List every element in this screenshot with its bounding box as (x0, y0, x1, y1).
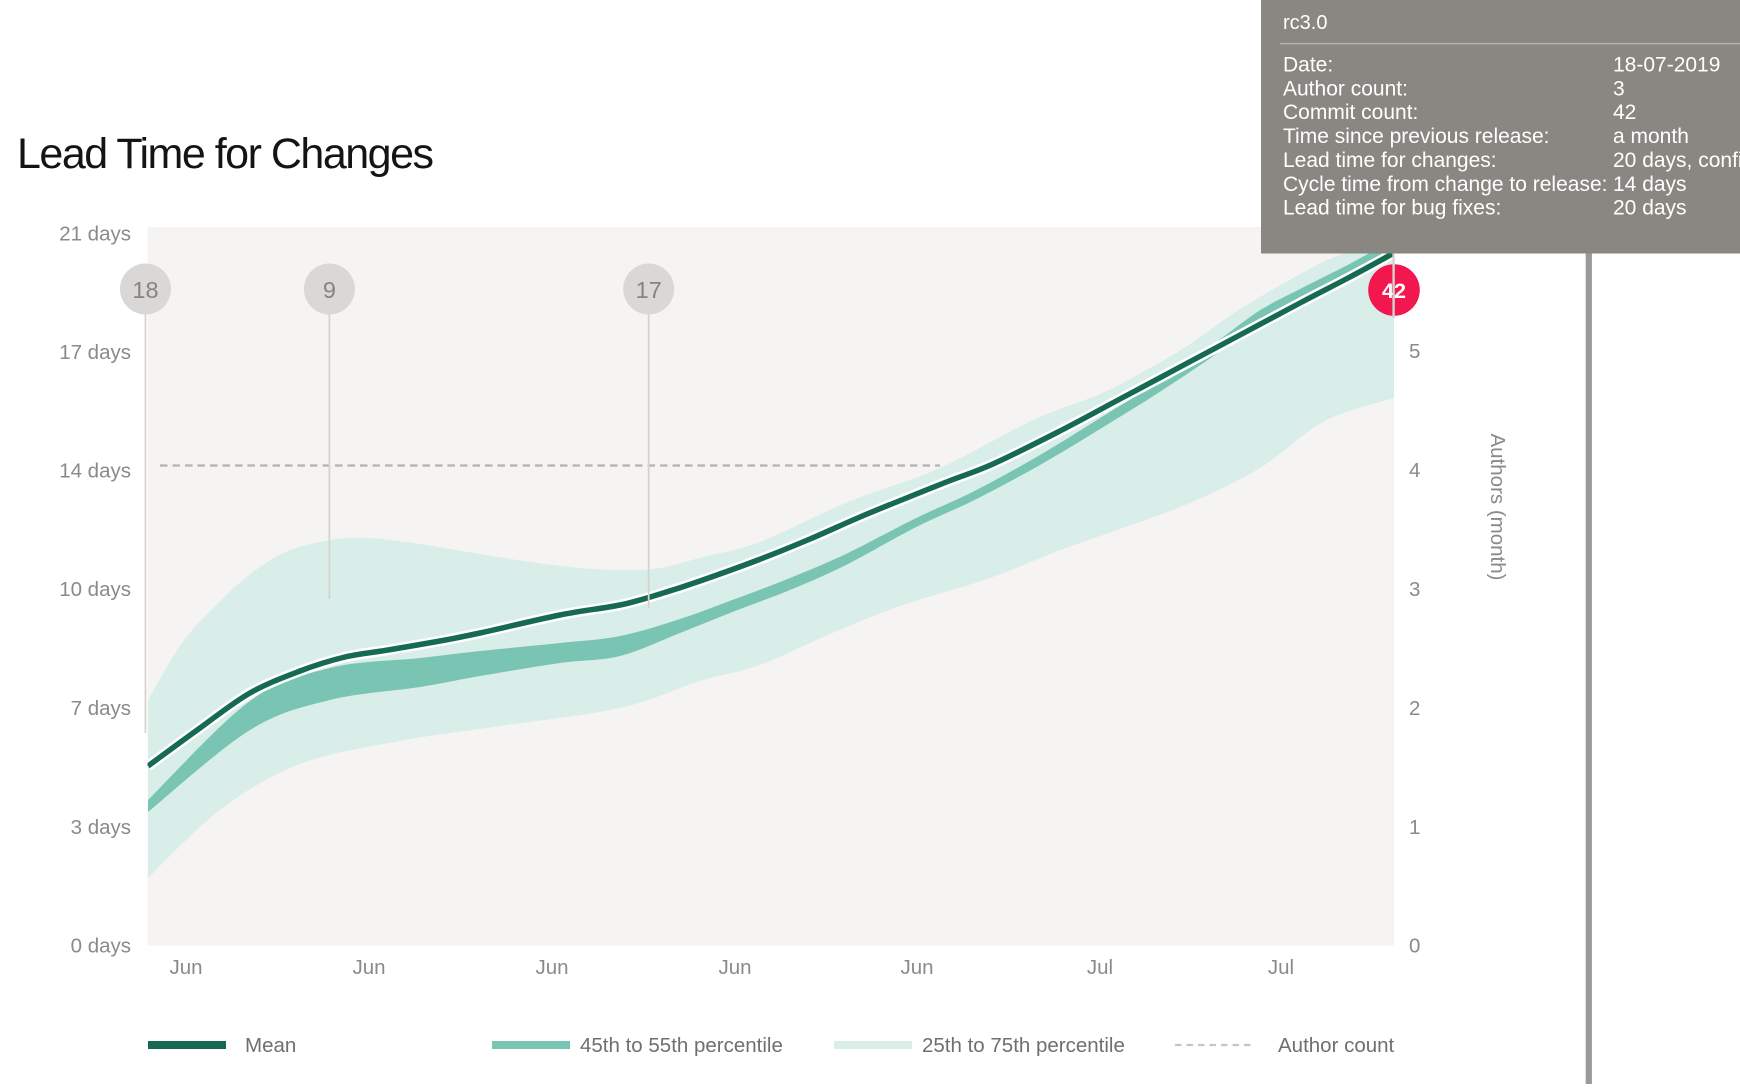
svg-text:Time since previous release:: Time since previous release: (1283, 125, 1550, 148)
svg-text:Lead time for bug fixes:: Lead time for bug fixes: (1283, 197, 1501, 220)
svg-text:rc3.0: rc3.0 (1283, 12, 1327, 34)
svg-text:Authors (month): Authors (month) (1486, 434, 1509, 581)
svg-text:3: 3 (1409, 578, 1420, 601)
svg-text:42: 42 (1613, 101, 1636, 124)
svg-text:a month: a month (1613, 125, 1689, 148)
svg-text:1: 1 (1409, 816, 1420, 839)
svg-text:21 days: 21 days (59, 222, 131, 245)
svg-text:Lead Time for Changes: Lead Time for Changes (17, 130, 433, 178)
svg-text:3 days: 3 days (71, 816, 131, 839)
svg-text:9: 9 (323, 277, 336, 303)
svg-text:Author count:: Author count: (1283, 77, 1408, 100)
svg-text:Lead time for changes:: Lead time for changes: (1283, 149, 1497, 172)
svg-text:14 days: 14 days (59, 460, 131, 483)
svg-text:Commit count:: Commit count: (1283, 101, 1418, 124)
svg-text:17: 17 (636, 277, 662, 303)
svg-text:Jun: Jun (718, 956, 751, 979)
svg-text:45th to 55th percentile: 45th to 55th percentile (580, 1034, 783, 1057)
svg-text:4: 4 (1409, 459, 1420, 482)
svg-text:5: 5 (1409, 340, 1420, 363)
svg-text:Jun: Jun (900, 956, 933, 979)
svg-text:Cycle time from change to rele: Cycle time from change to release: (1283, 173, 1607, 196)
svg-text:18-07-2019: 18-07-2019 (1613, 54, 1720, 77)
svg-text:Mean: Mean (245, 1034, 296, 1057)
svg-text:18: 18 (132, 277, 158, 303)
svg-text:Date:: Date: (1283, 54, 1333, 77)
svg-text:20 days: 20 days (1613, 197, 1687, 220)
svg-text:0 days: 0 days (71, 935, 131, 958)
svg-text:7 days: 7 days (71, 697, 131, 720)
svg-text:17 days: 17 days (59, 341, 131, 364)
svg-text:Jul: Jul (1268, 956, 1294, 979)
svg-text:25th to 75th percentile: 25th to 75th percentile (922, 1034, 1125, 1057)
svg-text:0: 0 (1409, 935, 1420, 958)
svg-text:Jun: Jun (169, 956, 202, 979)
svg-text:Jun: Jun (352, 956, 385, 979)
svg-text:14 days: 14 days (1613, 173, 1687, 196)
svg-text:3: 3 (1613, 77, 1625, 100)
svg-text:Jul: Jul (1087, 956, 1113, 979)
svg-text:20 days, confidence: 20 days, confidence (1613, 149, 1740, 172)
svg-text:2: 2 (1409, 697, 1420, 720)
svg-text:10 days: 10 days (59, 578, 131, 601)
svg-text:Jun: Jun (535, 956, 568, 979)
svg-text:Author count: Author count (1278, 1034, 1395, 1057)
